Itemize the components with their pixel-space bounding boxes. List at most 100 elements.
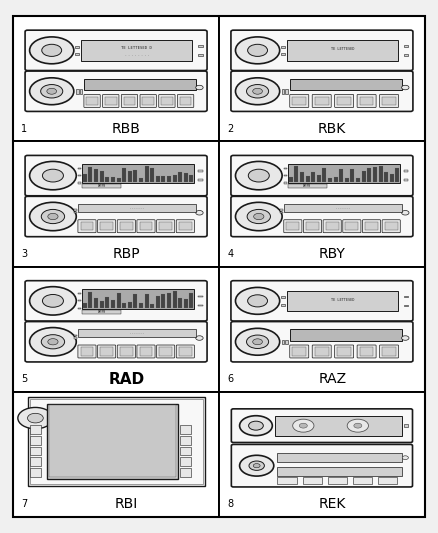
FancyBboxPatch shape bbox=[137, 345, 155, 358]
Bar bbox=[133, 294, 138, 308]
FancyBboxPatch shape bbox=[231, 409, 413, 442]
Circle shape bbox=[402, 336, 409, 340]
Bar bbox=[404, 54, 408, 55]
Bar bbox=[122, 303, 126, 308]
Circle shape bbox=[247, 209, 270, 224]
Bar bbox=[156, 296, 160, 308]
Bar bbox=[292, 97, 306, 105]
Bar bbox=[314, 348, 328, 356]
Bar bbox=[276, 416, 402, 436]
Bar bbox=[284, 204, 402, 212]
FancyBboxPatch shape bbox=[231, 321, 413, 362]
Bar bbox=[404, 296, 408, 297]
Circle shape bbox=[42, 169, 64, 182]
Bar bbox=[78, 204, 196, 212]
Bar bbox=[78, 293, 81, 294]
Circle shape bbox=[402, 211, 409, 215]
Circle shape bbox=[248, 169, 269, 182]
Bar bbox=[30, 399, 202, 484]
Bar bbox=[167, 293, 171, 308]
Circle shape bbox=[48, 338, 58, 345]
Circle shape bbox=[247, 85, 268, 98]
FancyBboxPatch shape bbox=[157, 220, 175, 233]
Text: 6: 6 bbox=[227, 374, 233, 384]
Bar bbox=[337, 348, 351, 356]
Circle shape bbox=[240, 455, 274, 476]
Bar bbox=[111, 176, 115, 182]
Bar bbox=[122, 168, 126, 182]
Bar bbox=[30, 436, 41, 445]
FancyBboxPatch shape bbox=[284, 220, 302, 233]
Bar bbox=[322, 168, 326, 182]
Circle shape bbox=[18, 407, 53, 429]
Bar bbox=[78, 167, 81, 169]
Bar bbox=[337, 97, 351, 105]
Bar bbox=[367, 168, 371, 182]
Bar bbox=[198, 305, 202, 306]
Text: 5: 5 bbox=[21, 374, 28, 384]
Bar bbox=[277, 467, 402, 475]
Text: - - - - - - - -: - - - - - - - - bbox=[336, 206, 350, 210]
Bar bbox=[81, 222, 93, 230]
Bar bbox=[198, 180, 202, 181]
Bar bbox=[346, 222, 358, 230]
Bar bbox=[140, 222, 152, 230]
FancyBboxPatch shape bbox=[177, 94, 194, 108]
Bar bbox=[173, 175, 177, 182]
Bar bbox=[404, 304, 408, 306]
Bar bbox=[284, 167, 287, 169]
Circle shape bbox=[253, 339, 262, 345]
Bar bbox=[362, 171, 366, 182]
Text: - - - - - - - -: - - - - - - - - bbox=[130, 331, 145, 335]
Circle shape bbox=[41, 335, 64, 349]
Circle shape bbox=[47, 88, 57, 94]
Bar bbox=[378, 166, 382, 182]
Bar bbox=[82, 310, 121, 313]
Bar bbox=[190, 293, 194, 308]
FancyBboxPatch shape bbox=[363, 220, 381, 233]
Bar bbox=[140, 348, 152, 356]
Text: RBY: RBY bbox=[319, 247, 346, 261]
FancyBboxPatch shape bbox=[312, 94, 331, 108]
Bar bbox=[303, 477, 322, 483]
Bar bbox=[198, 296, 202, 297]
FancyBboxPatch shape bbox=[121, 94, 138, 108]
Bar bbox=[288, 164, 400, 183]
Bar bbox=[156, 176, 160, 182]
Text: RBP: RBP bbox=[113, 247, 140, 261]
Circle shape bbox=[354, 423, 362, 428]
Circle shape bbox=[253, 88, 262, 94]
Text: 2: 2 bbox=[227, 124, 233, 134]
Bar bbox=[198, 171, 202, 172]
FancyBboxPatch shape bbox=[312, 345, 331, 358]
Circle shape bbox=[196, 85, 203, 90]
FancyBboxPatch shape bbox=[231, 445, 413, 487]
Text: 4: 4 bbox=[227, 249, 233, 259]
Circle shape bbox=[41, 209, 64, 224]
FancyBboxPatch shape bbox=[335, 345, 353, 358]
Circle shape bbox=[48, 213, 58, 220]
Bar bbox=[277, 453, 402, 462]
Bar bbox=[105, 176, 110, 182]
Bar bbox=[162, 176, 166, 182]
Text: REK: REK bbox=[318, 497, 346, 512]
Bar bbox=[284, 182, 287, 184]
Text: AM/FM: AM/FM bbox=[98, 184, 106, 188]
Bar bbox=[404, 180, 408, 181]
Text: RAZ: RAZ bbox=[318, 372, 346, 386]
FancyBboxPatch shape bbox=[231, 156, 413, 196]
Circle shape bbox=[293, 419, 314, 432]
FancyBboxPatch shape bbox=[98, 345, 116, 358]
Circle shape bbox=[236, 203, 282, 231]
Bar bbox=[353, 477, 372, 483]
FancyBboxPatch shape bbox=[25, 30, 207, 70]
Circle shape bbox=[28, 413, 43, 423]
Bar bbox=[184, 173, 188, 182]
Bar bbox=[385, 222, 398, 230]
Bar bbox=[88, 167, 92, 182]
Bar bbox=[180, 97, 191, 105]
Bar bbox=[78, 175, 81, 176]
Circle shape bbox=[30, 78, 74, 104]
Circle shape bbox=[247, 335, 268, 349]
Bar bbox=[105, 297, 110, 308]
